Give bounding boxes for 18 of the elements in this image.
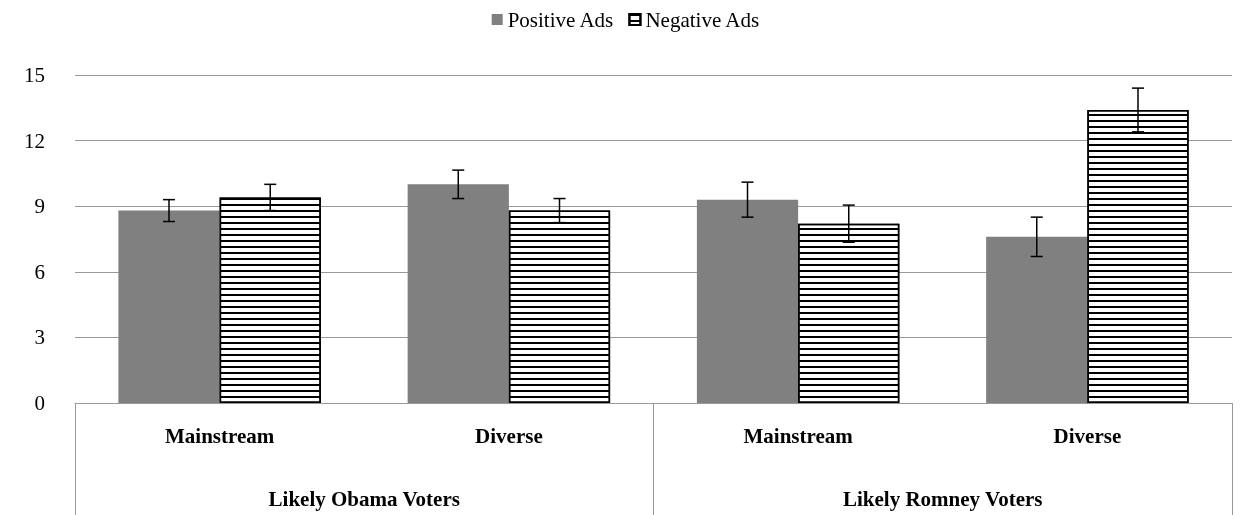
y-tick-label: 6 (34, 259, 45, 284)
text: Likely Romney Voters (843, 486, 1043, 511)
x-tick-label: Mainstream (743, 423, 854, 448)
x-tick-label: Mainstream (164, 423, 275, 448)
y-tick-label: 15 (24, 63, 45, 87)
bar (696, 199, 799, 403)
bar (986, 236, 1088, 403)
legend-label: Positive Ads (507, 7, 614, 32)
y-tick-label: 9 (34, 194, 45, 219)
text: Likely Obama Voters (268, 486, 460, 511)
y-tick-label: 0 (34, 391, 45, 415)
y-tick-label: 3 (34, 325, 45, 350)
bar (407, 184, 509, 403)
bar (118, 210, 220, 403)
legend-label: Negative Ads (645, 7, 760, 32)
y-tick-label: 12 (24, 128, 45, 153)
x-tick-label: Diverse (475, 423, 543, 448)
x-tick-label: Diverse (1053, 423, 1122, 448)
